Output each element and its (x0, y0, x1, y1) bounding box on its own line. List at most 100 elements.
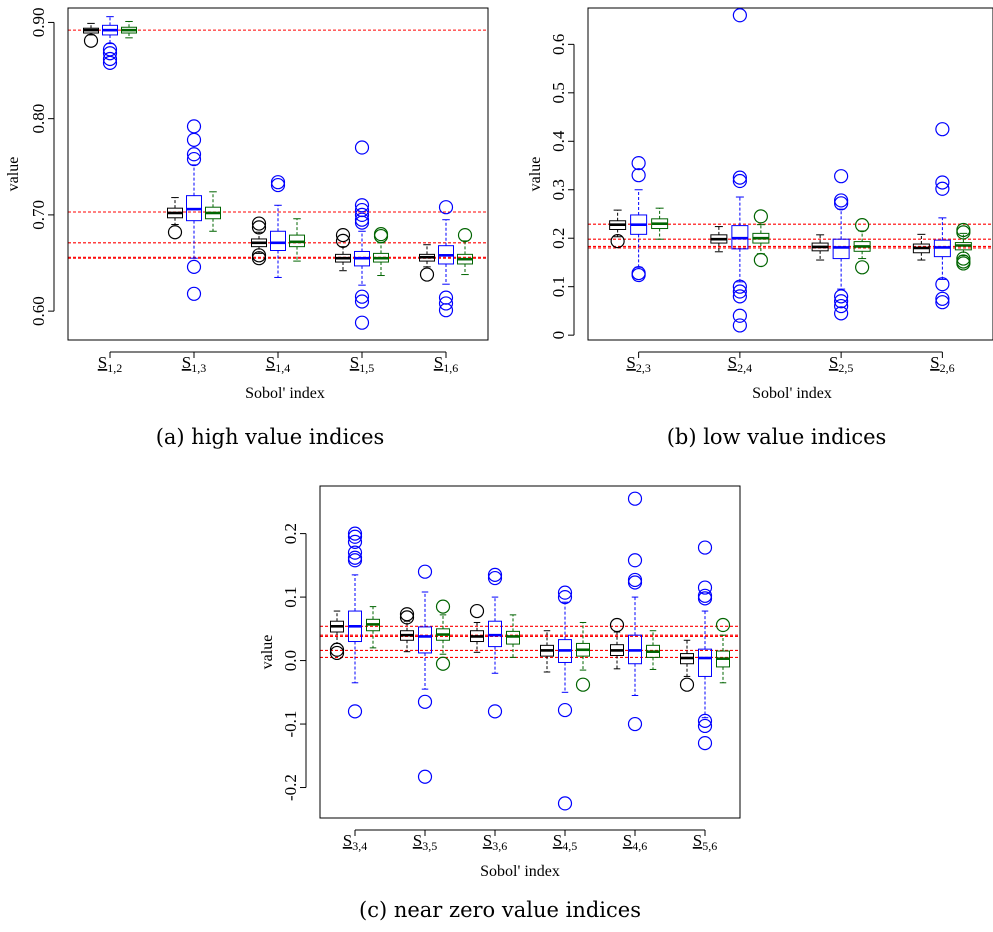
outlier-point (935, 291, 950, 306)
outlier-point (335, 228, 351, 243)
x-axis-label: Sobol' index (480, 863, 560, 880)
outlier-point (347, 704, 363, 719)
outlier-point (956, 256, 971, 271)
outlier-point (354, 289, 370, 304)
box (270, 230, 286, 252)
outlier-point (631, 155, 646, 171)
outlier-point (186, 147, 202, 162)
outlier-point (557, 585, 573, 600)
x-tick-label: S1,6 (434, 353, 458, 375)
outlier-point (251, 216, 267, 231)
outlier-point (469, 603, 485, 619)
y-tick-label: 0.1 (549, 276, 568, 297)
outlier-point (347, 545, 363, 560)
outlier-point (834, 196, 849, 211)
plot-frame (67, 7, 489, 341)
y-tick-label: 0.70 (29, 200, 48, 230)
outlier-point (347, 534, 363, 549)
outlier-point (329, 645, 345, 661)
outlier-point (102, 46, 118, 61)
outlier-point (102, 51, 118, 67)
outlier-point (732, 289, 747, 304)
outlier-point (935, 277, 950, 292)
outlier-point (457, 228, 473, 243)
boxplot-chart-b: 0 0.1 0.2 0.3 0.4 0.5 0.6 value S2,3 S2,4 S2,5 S2,6… (527, 7, 993, 402)
y-tick-label: 0.2 (281, 523, 300, 544)
outlier-point (251, 248, 267, 263)
y-tick-label: -0.2 (281, 774, 300, 801)
x-tick-label: S1,2 (98, 353, 122, 375)
outlier-point (732, 318, 747, 333)
outlier-point (697, 540, 713, 555)
outlier-point (186, 259, 202, 274)
outlier-point (186, 132, 202, 147)
box (832, 238, 850, 260)
outlier-point (610, 234, 625, 249)
x-tick-label: S4,6 (623, 831, 647, 853)
outlier-point (732, 279, 747, 294)
box (698, 648, 712, 677)
outlier-point (956, 225, 971, 240)
outlier-point (732, 170, 747, 185)
outlier-point (834, 298, 849, 314)
x-tick-label: S2,6 (930, 353, 954, 375)
outlier-point (438, 296, 454, 311)
outlier-point (487, 570, 503, 586)
outlier-point (697, 718, 713, 734)
outlier-point (834, 169, 849, 184)
outlier-point (956, 251, 971, 266)
y-tick-label: 0.90 (29, 8, 48, 38)
outlier-point (438, 290, 454, 305)
plot-frame (319, 485, 741, 819)
outlier-point (354, 207, 370, 222)
x-tick-label: S3,4 (343, 831, 367, 853)
outlier-point (270, 177, 286, 193)
y-tick-label: 0.5 (549, 82, 568, 103)
outlier-point (834, 306, 849, 321)
outlier-point (855, 260, 870, 275)
outlier-point (354, 315, 370, 330)
outlier-point (732, 284, 747, 299)
y-axis-label: value (527, 157, 544, 192)
outlier-point (627, 575, 643, 590)
outlier-point (417, 564, 433, 579)
outlier-point (270, 175, 286, 190)
outlier-point (631, 267, 646, 283)
y-tick-label: 0 (549, 331, 568, 340)
outlier-point (834, 193, 849, 208)
outlier-point (935, 122, 950, 137)
box (418, 626, 432, 654)
outlier-point (697, 591, 713, 606)
outlier-point (251, 220, 267, 235)
outlier-point (753, 209, 768, 224)
outlier-point (347, 553, 363, 568)
boxplot-chart-a: 0.60 0.70 0.80 0.90 value S1,2 S1,3 S1,4 S1,5 S1,… (5, 7, 489, 402)
x-tick-label: S1,3 (182, 353, 206, 375)
outlier-point (697, 735, 713, 751)
outlier-point (732, 308, 747, 323)
outlier-point (557, 589, 573, 605)
outlier-point (834, 289, 849, 304)
outlier-point (557, 702, 573, 718)
outlier-point (186, 151, 202, 167)
y-tick-label: 0.0 (281, 650, 300, 671)
y-tick-label: 0.80 (29, 104, 48, 134)
chart-panel-c: -0.2 -0.1 0.0 0.1 0.2 value S3,4 S3,5 S3,6 S4,5 S4… (250, 478, 750, 893)
outlier-point (935, 181, 950, 196)
outlier-point (354, 215, 370, 230)
outlier-point (438, 303, 454, 318)
outlier-point (679, 677, 695, 692)
x-tick-label: S3,5 (413, 831, 437, 853)
outlier-point (753, 252, 768, 268)
caption-b: (b) low value indices (666, 425, 887, 449)
caption-a: (a) high value indices (155, 425, 385, 449)
outlier-point (697, 713, 713, 728)
outlier-point (419, 267, 435, 282)
outlier-point (935, 175, 950, 190)
outlier-point (697, 580, 713, 595)
outlier-point (186, 119, 202, 134)
outlier-point (354, 140, 370, 155)
x-tick-label: S1,4 (266, 353, 290, 375)
outlier-point (186, 286, 202, 301)
outlier-point (354, 212, 370, 227)
